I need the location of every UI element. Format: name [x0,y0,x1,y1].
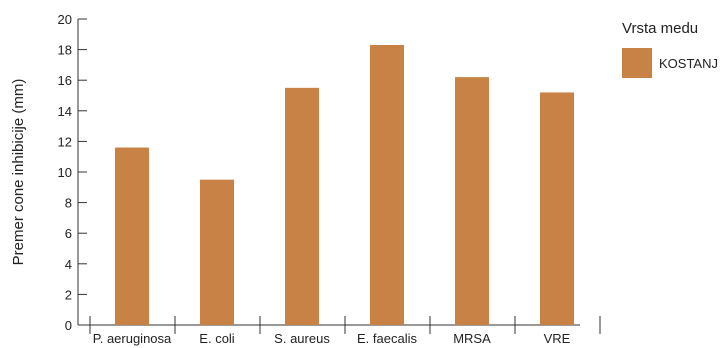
x-tick-label: MRSA [453,331,491,346]
bar [285,87,319,325]
y-tick-label: 18 [58,43,72,58]
legend-title: Vrsta medu [622,20,698,37]
legend-swatch [622,48,652,78]
y-axis: 0 2 4 6 8 10 12 14 16 18 20 [58,12,87,333]
y-tick-label: 0 [65,318,72,333]
x-tick-label: VRE [544,331,571,346]
y-tick-label: 4 [65,257,72,272]
legend: Vrsta medu KOSTANJ [622,20,718,78]
y-tick-label: 12 [58,134,72,149]
bar [115,147,149,325]
y-axis-title: Premer cone inhibicije (mm) [10,79,27,266]
y-tick-label: 8 [65,196,72,211]
y-tick-label: 20 [58,12,72,27]
bar [455,77,489,325]
y-tick-label: 16 [58,73,72,88]
bars [115,45,574,325]
x-tick-label: E. faecalis [357,331,417,346]
x-tick-label: E. coli [199,331,235,346]
x-tick-label: P. aeruginosa [93,331,172,346]
bar [370,45,404,325]
bar [540,92,574,325]
x-tick-label: S. aureus [274,331,330,346]
y-tick-label: 6 [65,226,72,241]
y-tick-label: 2 [65,287,72,302]
x-axis: P. aeruginosa E. coli S. aureus E. faecalis… [78,316,601,346]
y-tick-label: 10 [58,165,72,180]
legend-label: KOSTANJ [659,56,718,71]
bar [200,179,234,325]
y-tick-label: 14 [58,104,72,119]
